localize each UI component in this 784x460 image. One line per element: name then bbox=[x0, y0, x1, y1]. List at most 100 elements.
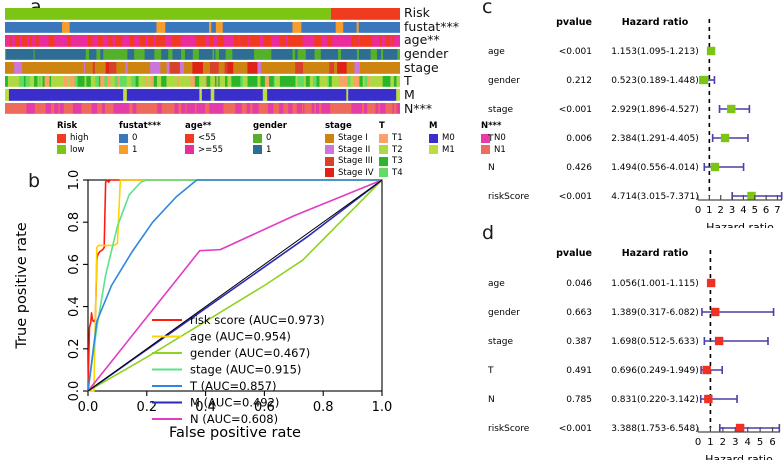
panel-a-annotation-heatmap: a Risk fustat*** age** gender stage T M … bbox=[0, 0, 506, 178]
legend-item: N1 bbox=[481, 145, 506, 155]
forest-xtick-label: 6 bbox=[769, 437, 775, 448]
legend-swatch-icon bbox=[253, 133, 262, 143]
legend-swatch-icon bbox=[325, 168, 334, 177]
roc-ytick-label: 0.2 bbox=[67, 338, 82, 359]
roc-legend-label: N (AUC=0.608) bbox=[190, 412, 278, 426]
legend-item: 0 bbox=[253, 133, 287, 143]
heatmap-row-n bbox=[5, 102, 400, 114]
legend-item: Stage I bbox=[325, 133, 374, 143]
legend-title: fustat*** bbox=[119, 121, 162, 131]
legend-group-fustat: fustat*** 0 1 bbox=[119, 121, 161, 156]
legend-group-gender: gender 0 1 bbox=[253, 121, 287, 156]
forest-row-name: age bbox=[488, 279, 505, 289]
forest-xtick-label: 5 bbox=[757, 437, 763, 448]
forest-row-pvalue: 0.006 bbox=[566, 134, 592, 144]
heatmap-row-label-gender: gender bbox=[404, 46, 449, 62]
forest-xtick-label: 4 bbox=[745, 437, 751, 448]
legend-item-label: T3 bbox=[392, 156, 403, 166]
forest-point-estimate bbox=[735, 423, 745, 433]
legend-item-label: 1 bbox=[266, 144, 272, 155]
forest-point-estimate bbox=[710, 162, 720, 172]
heatmap-row-risk bbox=[5, 8, 400, 20]
heatmap-row-label-fustat: fustat*** bbox=[404, 18, 460, 34]
roc-xtick-label: 0.6 bbox=[254, 400, 275, 415]
roc-xtick-label: 0.2 bbox=[136, 400, 157, 415]
roc-legend-label: stage (AUC=0.915) bbox=[190, 363, 301, 377]
forest-row-hazard-ratio: 0.696(0.249-1.949) bbox=[611, 366, 699, 376]
legend-swatch-icon bbox=[185, 133, 194, 143]
roc-legend-label: risk score (AUC=0.973) bbox=[190, 313, 325, 327]
legend-item-label: 0 bbox=[266, 133, 272, 143]
forest-row-pvalue: <0.001 bbox=[559, 424, 592, 434]
heatmap-row-label-t: T bbox=[404, 73, 412, 89]
roc-plot: 0.0 0.2 0.4 0.6 0.8 1.0 0.0 0.2 0.4 0.6 0.8 1.0 Fals… bbox=[14, 170, 393, 441]
roc-curve-T bbox=[87, 179, 382, 392]
legend-title: T bbox=[379, 121, 385, 131]
forest-row-hazard-ratio: 0.831(0.220-3.142) bbox=[611, 395, 699, 405]
forest-header-hazard-ratio: Hazard ratio bbox=[622, 248, 689, 259]
legend-item: <55 bbox=[185, 133, 223, 143]
panel-b-label: b bbox=[28, 170, 41, 192]
legend-swatch-icon bbox=[379, 145, 388, 154]
legend-item: N0 bbox=[481, 133, 506, 143]
forest-row-hazard-ratio: 1.153(1.095-1.213) bbox=[611, 47, 699, 57]
roc-xtick-label: 1.0 bbox=[372, 400, 393, 415]
clinical-annotation-heatmap bbox=[5, 8, 400, 118]
legend-swatch-icon bbox=[481, 145, 490, 154]
heatmap-row-label-age: age** bbox=[404, 32, 440, 48]
legend-item-label: 0 bbox=[132, 133, 138, 143]
panel-d-label: d bbox=[482, 222, 495, 244]
legend-swatch-icon bbox=[481, 133, 490, 143]
heatmap-row-label-stage: stage bbox=[404, 59, 439, 75]
legend-item-label: Stage I bbox=[338, 133, 368, 143]
legend-item: 1 bbox=[253, 145, 287, 155]
legend-item-label: 1 bbox=[132, 144, 138, 155]
legend-swatch-icon bbox=[57, 145, 66, 154]
legend-item: T1 bbox=[379, 133, 403, 143]
forest-xtick-label: 5 bbox=[752, 205, 758, 216]
forest-row-pvalue: 0.663 bbox=[566, 308, 592, 318]
heatmap-row-label-m: M bbox=[404, 87, 415, 103]
legend-swatch-icon bbox=[325, 156, 334, 166]
legend-group-t: T T1 T2 T3 T4 bbox=[379, 121, 403, 179]
legend-item-label: N0 bbox=[494, 133, 506, 143]
forest-row-name: stage bbox=[488, 105, 513, 115]
roc-y-axis-title: True positive rate bbox=[14, 222, 30, 349]
roc-legend-label: gender (AUC=0.467) bbox=[190, 346, 310, 360]
forest-point-estimate bbox=[720, 133, 730, 143]
forest-row-hazard-ratio: 1.698(0.512-5.633) bbox=[611, 337, 699, 347]
roc-ytick-label: 0.4 bbox=[67, 296, 82, 317]
legend-item: 1 bbox=[119, 145, 161, 155]
forest-xtick-label: 4 bbox=[740, 205, 746, 216]
legend-swatch-icon bbox=[57, 133, 66, 143]
forest-row-name: riskScore bbox=[488, 192, 530, 202]
forest-point-estimate bbox=[699, 75, 709, 85]
heatmap-row-fustat bbox=[5, 21, 400, 33]
roc-xtick-label: 0.8 bbox=[313, 400, 334, 415]
forest-row-hazard-ratio: 2.929(1.896-4.527) bbox=[611, 105, 699, 115]
legend-title: N*** bbox=[481, 121, 502, 131]
legend-item-label: Stage II bbox=[338, 144, 371, 155]
legend-item: T3 bbox=[379, 156, 403, 166]
forest-point-estimate bbox=[727, 104, 736, 114]
heatmap-row-label-n: N*** bbox=[404, 100, 433, 116]
legend-item-label: T4 bbox=[392, 167, 403, 178]
forest-row-pvalue: <0.001 bbox=[559, 105, 592, 115]
forest-xtick-label: 3 bbox=[732, 437, 738, 448]
panel-c-label: c bbox=[482, 0, 493, 18]
forest-row-hazard-ratio: 2.384(1.291-4.405) bbox=[611, 134, 699, 144]
forest-point-estimate bbox=[714, 336, 724, 346]
legend-item-label: M0 bbox=[442, 133, 455, 143]
roc-xtick-label: 0.4 bbox=[195, 400, 216, 415]
legend-item-label: high bbox=[70, 133, 89, 143]
forest-row-hazard-ratio: 3.388(1.753-6.548) bbox=[611, 424, 699, 434]
forest-point-estimate bbox=[747, 191, 756, 201]
heatmap-row-gender bbox=[5, 48, 400, 60]
legend-item: M0 bbox=[429, 133, 455, 143]
roc-legend-label: T (AUC=0.857) bbox=[189, 379, 277, 393]
forest-point-estimate bbox=[706, 278, 716, 288]
legend-swatch-icon bbox=[429, 133, 438, 143]
roc-ytick-label: 1.0 bbox=[67, 170, 82, 191]
forest-point-estimate bbox=[704, 394, 713, 404]
forest-row-pvalue: 0.046 bbox=[566, 279, 592, 289]
